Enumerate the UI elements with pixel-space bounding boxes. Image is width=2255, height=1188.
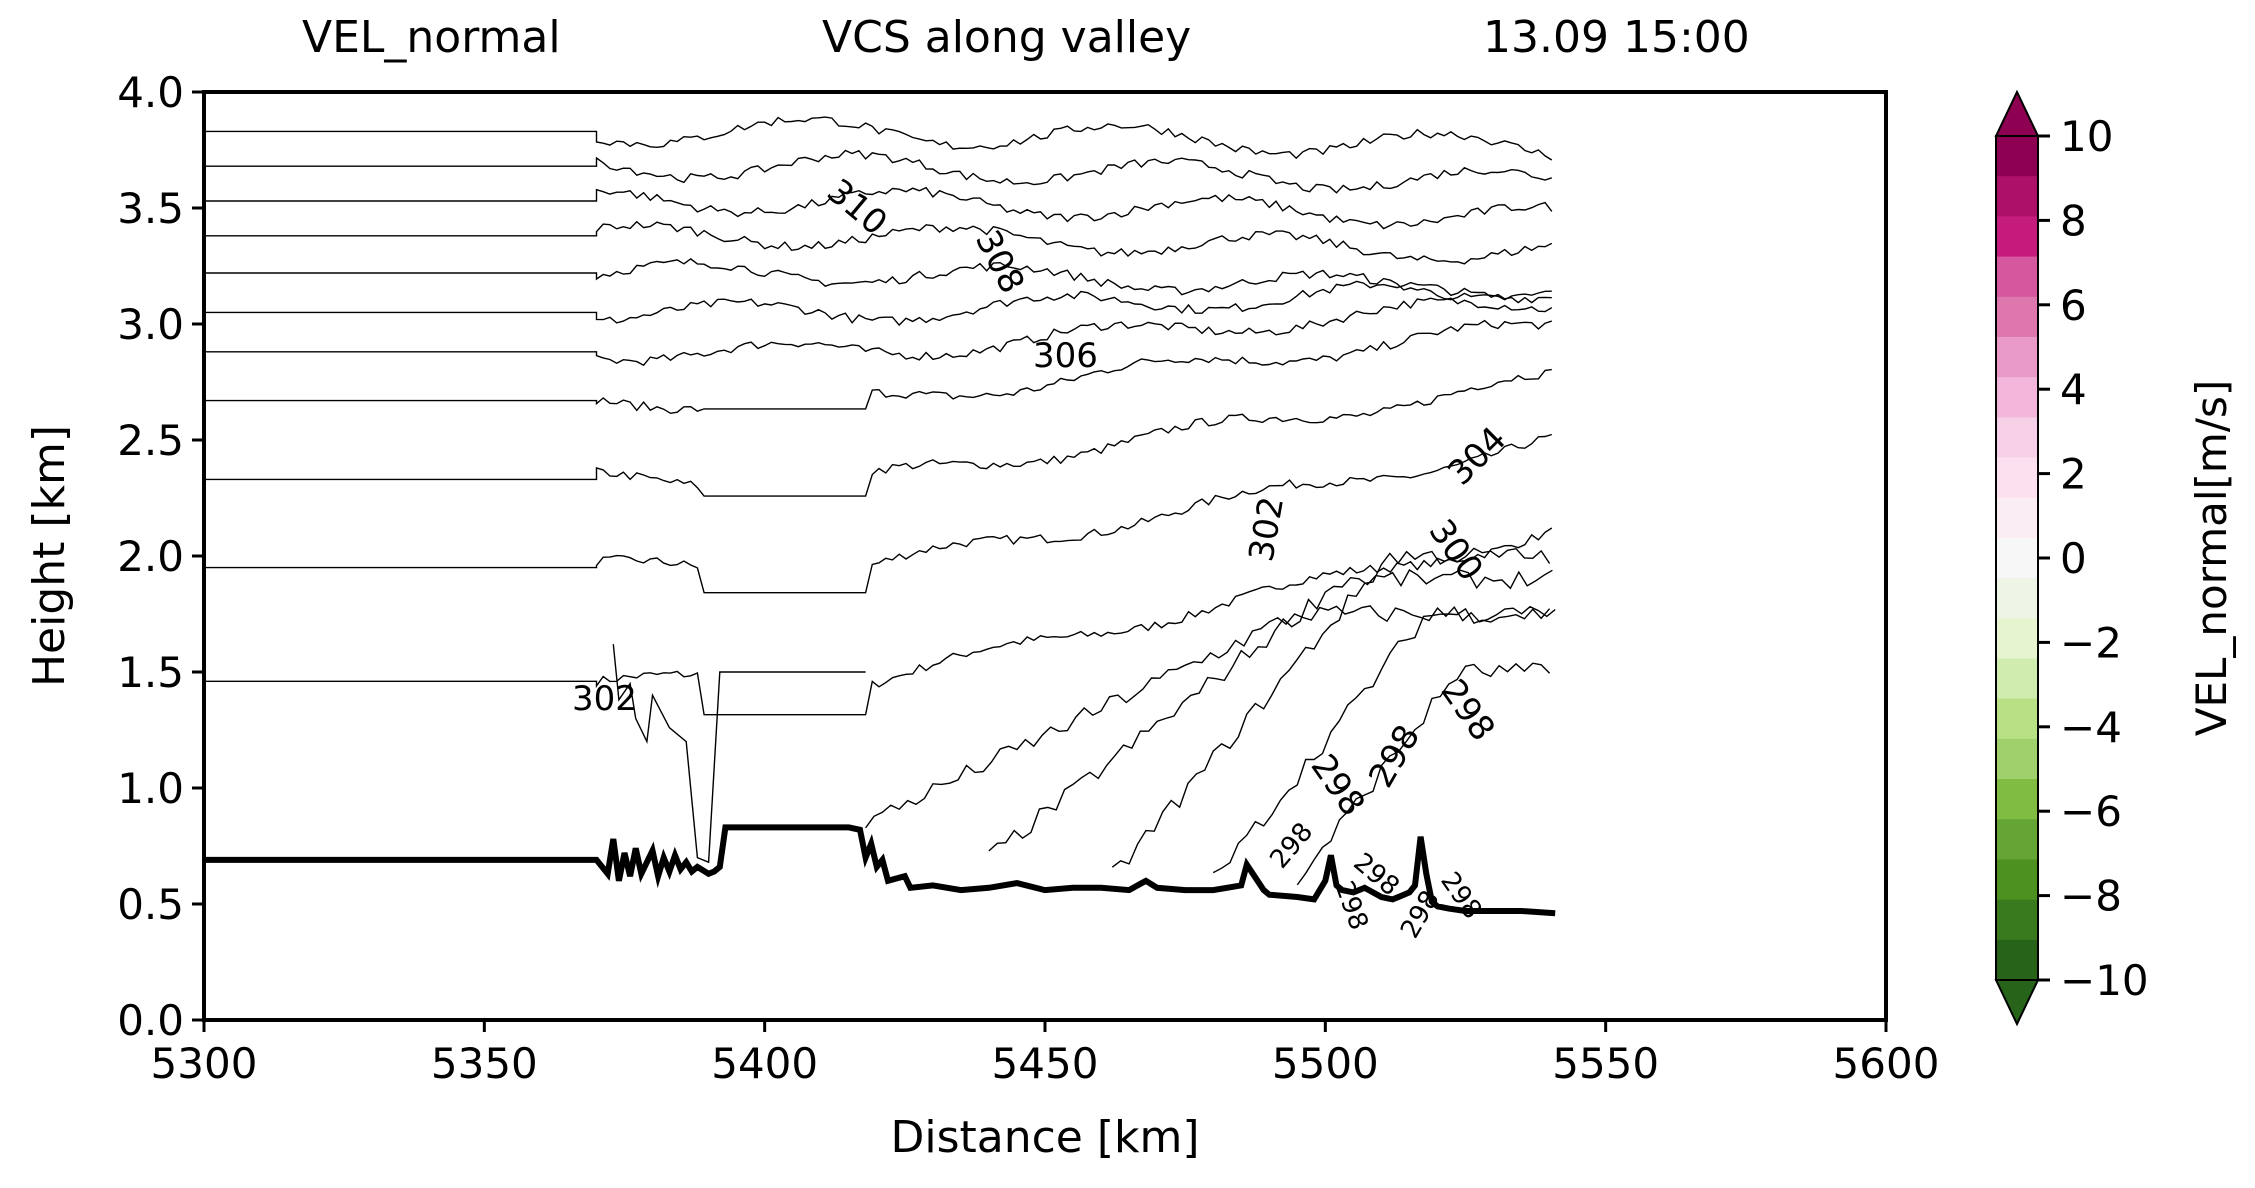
isentrope-line xyxy=(204,319,1553,415)
colorbar-segment xyxy=(1996,698,2038,740)
colorbar-segment xyxy=(1996,658,2038,700)
isentrope-line xyxy=(204,297,1553,367)
isentrope-line xyxy=(204,149,1553,194)
contour-label: 298 xyxy=(1361,718,1428,794)
y-tick-label: 3.5 xyxy=(117,184,184,233)
x-tick-label: 5500 xyxy=(1272,1039,1379,1088)
title-left: VEL_normal xyxy=(302,12,561,63)
contour-label: 302 xyxy=(1241,494,1292,565)
isentrope-line xyxy=(204,368,1552,497)
colorbar-tick-label: −2 xyxy=(2060,618,2122,667)
y-tick-label: 1.5 xyxy=(117,648,184,697)
contour-label: 306 xyxy=(1033,336,1098,376)
colorbar-segment xyxy=(1996,336,2038,378)
colorbar-segment xyxy=(1996,819,2038,861)
colorbar-segment xyxy=(1996,256,2038,298)
isentrope-line xyxy=(204,527,1553,716)
isentrope-line xyxy=(865,605,1556,829)
isentrope-line xyxy=(1296,662,1551,886)
y-tick-label: 0.5 xyxy=(117,880,184,929)
x-tick-label: 5550 xyxy=(1552,1039,1659,1088)
colorbar-segment xyxy=(1996,497,2038,539)
y-axis-label: Height [km] xyxy=(24,425,75,687)
x-tick-label: 5450 xyxy=(992,1039,1099,1088)
isentrope-line xyxy=(1212,607,1551,874)
colorbar-segment xyxy=(1996,618,2038,660)
colorbar-segment xyxy=(1996,939,2038,981)
colorbar-tick-label: −8 xyxy=(2060,872,2122,921)
contour-label: 298 xyxy=(1433,672,1503,748)
colorbar-tick-label: 8 xyxy=(2060,196,2087,245)
colorbar-segment xyxy=(1996,457,2038,499)
plot-area: 310 308 306 304 302 300 302 298 298 298 … xyxy=(202,90,1888,1022)
isentrope-line xyxy=(204,280,1552,327)
colorbar-segment xyxy=(1996,779,2038,820)
y-axis: 0.0 0.5 1.0 1.5 2.0 2.5 3.0 3.5 4.0 xyxy=(117,68,204,1045)
colorbar-label: VEL_normal[m/s] xyxy=(2187,380,2236,737)
x-axis-label: Distance [km] xyxy=(890,1112,1199,1163)
colorbar-tick-label: −6 xyxy=(2060,787,2122,836)
colorbar-segment xyxy=(1996,578,2038,619)
contour-label: 302 xyxy=(572,679,637,719)
y-tick-label: 3.0 xyxy=(117,300,184,349)
colorbar-segment xyxy=(1996,296,2038,338)
colorbar-tick-label: 0 xyxy=(2060,534,2087,583)
colorbar-extend-max xyxy=(1994,89,2040,137)
isentrope-line xyxy=(204,116,1553,161)
plot-frame xyxy=(202,90,1888,1022)
isentrope-line xyxy=(988,569,1553,852)
colorbar-tick-label: 6 xyxy=(2060,281,2087,330)
y-tick-label: 0.0 xyxy=(117,996,184,1045)
isentrope-line xyxy=(204,220,1553,265)
colorbar-segment xyxy=(1996,859,2038,901)
colorbar-tick-label: 10 xyxy=(2060,112,2113,161)
colorbar-segment xyxy=(1996,176,2038,217)
y-tick-label: 4.0 xyxy=(117,68,184,117)
colorbar-tick-label: −4 xyxy=(2060,703,2122,752)
colorbar-tick-label: −10 xyxy=(2060,956,2149,1005)
colorbar-segment xyxy=(1996,216,2038,258)
isentrope-line xyxy=(204,186,1553,230)
colorbar-tick-label: 2 xyxy=(2060,450,2087,499)
terrain-line xyxy=(204,824,1556,917)
contour-label: 310 xyxy=(819,171,894,243)
title-center: VCS along valley xyxy=(822,12,1191,63)
x-tick-label: 5600 xyxy=(1833,1039,1940,1088)
colorbar-ticks: 10 8 6 4 2 0 −2 −4 −6 −8 −10 xyxy=(2038,112,2149,1005)
title-right: 13.09 15:00 xyxy=(1483,12,1750,63)
colorbar-segment xyxy=(1996,899,2038,941)
contour-label: 298 xyxy=(1303,747,1373,823)
colorbar-segment xyxy=(1996,537,2038,579)
contour-label: 308 xyxy=(967,224,1032,300)
y-tick-label: 1.0 xyxy=(117,764,184,813)
colorbar-extend-min xyxy=(1994,979,2040,1027)
colorbar-segment xyxy=(1996,738,2038,780)
x-tick-label: 5400 xyxy=(711,1039,818,1088)
isentrope-line xyxy=(1111,547,1551,868)
isentrope-line xyxy=(612,644,866,864)
colorbar-segment xyxy=(1996,377,2038,418)
isentrope-line xyxy=(204,433,1553,594)
colorbar-segment xyxy=(1996,417,2038,459)
colorbar-segment xyxy=(1996,136,2038,177)
y-tick-label: 2.0 xyxy=(117,532,184,581)
isentrope-line xyxy=(204,258,1552,301)
contour-label: 300 xyxy=(1421,512,1491,588)
x-tick-label: 5350 xyxy=(431,1039,538,1088)
isentrope-contours xyxy=(204,116,1556,886)
contour-label: 298 xyxy=(1434,867,1487,925)
y-tick-label: 2.5 xyxy=(117,416,184,465)
contour-label: 304 xyxy=(1440,419,1514,493)
x-axis: 5300 5350 5400 5450 5500 5550 5600 xyxy=(151,1020,1940,1088)
x-tick-label: 5300 xyxy=(151,1039,258,1088)
colorbar xyxy=(1994,89,2040,1027)
colorbar-tick-label: 4 xyxy=(2060,365,2087,414)
